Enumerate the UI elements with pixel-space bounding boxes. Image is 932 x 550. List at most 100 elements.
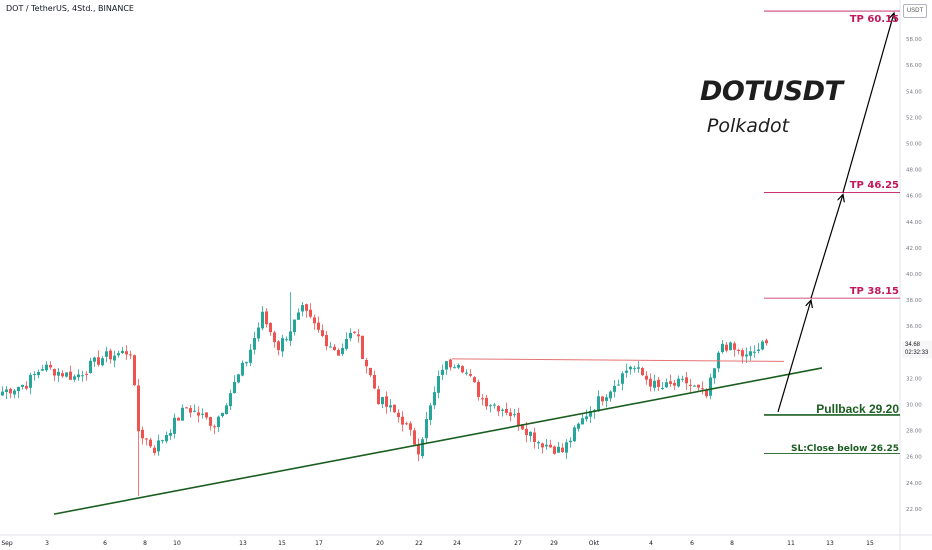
candle-body: [497, 406, 500, 412]
candle-body: [689, 384, 692, 386]
candle-body: [153, 447, 156, 453]
candle-body: [197, 412, 200, 416]
candle-body: [485, 397, 488, 407]
candle-body: [129, 354, 132, 356]
candle-body: [93, 357, 96, 362]
candle-body: [281, 338, 284, 352]
candle-body: [417, 445, 420, 455]
candle-body: [509, 412, 512, 417]
candle-body: [713, 368, 716, 379]
candle-body: [161, 440, 164, 442]
candle-body: [85, 373, 88, 375]
candle-body: [137, 385, 140, 432]
candle-body: [225, 405, 228, 415]
time-tick-label: 6: [103, 540, 107, 547]
candle-body: [541, 443, 544, 448]
candle-body: [401, 416, 404, 425]
candle-body: [645, 375, 648, 380]
candle-body: [589, 410, 592, 417]
candle-body: [453, 367, 456, 369]
candle-body: [133, 355, 136, 386]
candle-body: [341, 348, 344, 355]
candle-body: [613, 385, 616, 392]
candle-body: [185, 407, 188, 409]
candle-body: [217, 416, 220, 428]
candle-body: [673, 382, 676, 386]
time-tick-label: 8: [730, 540, 734, 547]
candle-body: [437, 376, 440, 393]
candle-body: [665, 382, 668, 388]
price-tick-label: 42.00: [906, 246, 922, 252]
candle-body: [617, 384, 620, 386]
candle-body: [261, 311, 264, 329]
candle-body: [357, 334, 360, 337]
price-tick-label: 22.00: [906, 507, 922, 513]
currency-badge[interactable]: USDT: [903, 4, 927, 18]
candle-body: [573, 427, 576, 442]
time-tick-label: 15: [866, 540, 874, 547]
time-tick-label: Okt: [589, 540, 600, 547]
price-tick-label: 24.00: [906, 481, 922, 487]
candle-body: [733, 343, 736, 350]
candle-body: [709, 377, 712, 396]
projection-arrow: [842, 13, 894, 193]
candle-body: [233, 381, 236, 394]
candle-body: [349, 332, 352, 339]
time-tick-label: 29: [550, 540, 558, 547]
candle-body: [549, 444, 552, 448]
candle-body: [201, 413, 204, 415]
candle-body: [249, 349, 252, 363]
price-tick-label: 48.00: [906, 168, 922, 174]
candle-body: [305, 304, 308, 311]
candle-body: [353, 331, 356, 333]
candle-body: [397, 412, 400, 418]
candle-body: [165, 434, 168, 442]
candle-body: [149, 439, 152, 447]
candle-body: [521, 424, 524, 430]
candle-body: [53, 368, 56, 376]
candle-body: [157, 440, 160, 452]
time-tick-label: 3: [45, 540, 49, 547]
candle-body: [81, 375, 84, 377]
time-tick-label: 4: [649, 540, 653, 547]
candle-body: [45, 364, 48, 371]
candle-body: [209, 417, 212, 426]
tp3-label: TP 60.15: [849, 14, 899, 25]
price-tick-label: 50.00: [906, 142, 922, 148]
candle-body: [141, 429, 144, 439]
candle-body: [481, 398, 484, 400]
candle-body: [433, 392, 436, 406]
candle-body: [657, 379, 660, 387]
candle-body: [213, 426, 216, 428]
candle-body: [653, 380, 656, 388]
candle-body: [301, 305, 304, 312]
candle-body: [381, 396, 384, 405]
symbol-title[interactable]: DOT / TetherUS, 4Std., BINANCE: [6, 4, 134, 13]
candle-body: [369, 367, 372, 376]
candle-body: [277, 341, 280, 351]
candle-body: [73, 376, 76, 380]
price-tick-label: 58.00: [906, 37, 922, 43]
candle-body: [265, 311, 268, 325]
candle-body: [465, 372, 468, 374]
candle-body: [473, 377, 476, 383]
candle-body: [705, 390, 708, 397]
time-tick-label: 27: [514, 540, 522, 547]
candle-body: [553, 446, 556, 454]
candle-body: [89, 360, 92, 374]
candle-body: [585, 416, 588, 420]
candle-body: [537, 442, 540, 444]
candle-body: [109, 350, 112, 360]
candle-body: [145, 438, 148, 440]
time-tick-label: 22: [415, 540, 423, 547]
candle-body: [253, 337, 256, 350]
candle-body: [345, 339, 348, 349]
candle-body: [9, 388, 12, 394]
candle-body: [117, 353, 120, 356]
candle-body: [329, 346, 332, 348]
time-tick-label: 11: [787, 540, 795, 547]
candle-body: [457, 365, 460, 368]
candle-body: [597, 396, 600, 412]
candle-body: [685, 377, 688, 384]
